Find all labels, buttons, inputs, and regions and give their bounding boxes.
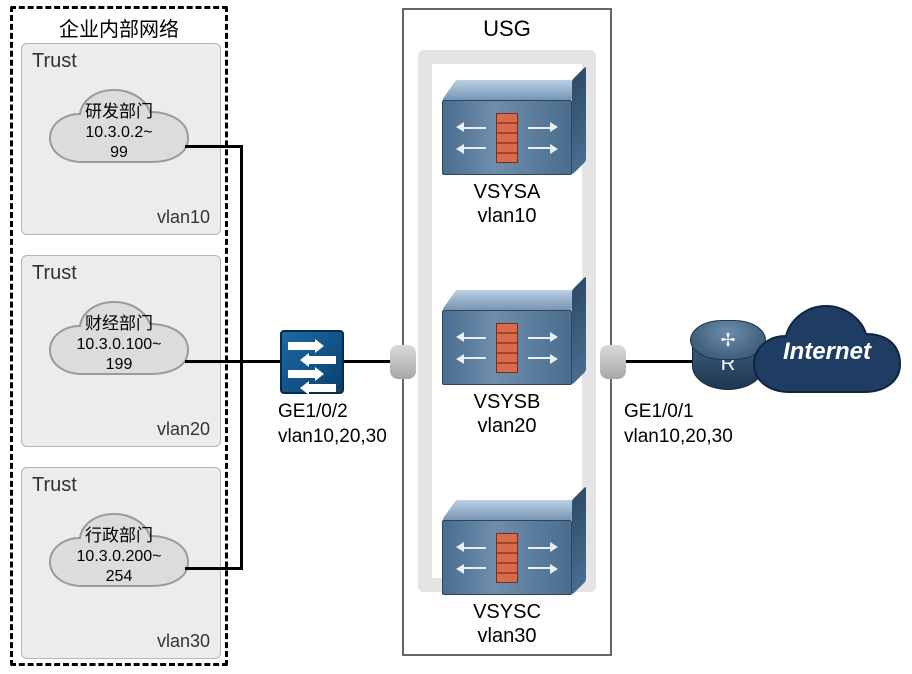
dept-cloud-text: 财经部门 10.3.0.100~ 199 [44, 313, 194, 374]
dept-cloud-rd: 研发部门 10.3.0.2~ 99 [44, 84, 194, 180]
vsys-vlan: vlan10 [474, 204, 541, 228]
trust-label: Trust [32, 474, 77, 497]
firewall-icon [442, 100, 572, 175]
switch-icon [280, 330, 344, 394]
dept-name: 行政部门 [44, 525, 194, 546]
usg-title: USG [404, 16, 610, 42]
dept-cloud-text: 研发部门 10.3.0.2~ 99 [44, 101, 194, 162]
dept-ip-range: 10.3.0.2~ 99 [44, 123, 194, 163]
vlan-label: vlan20 [157, 419, 210, 440]
switch-interface-label: GE1/0/2 vlan10,20,30 [278, 400, 387, 449]
vsys-a: VSYSA vlan10 [442, 80, 572, 175]
internet-label: Internet [748, 338, 906, 366]
vsys-b: VSYSB vlan20 [442, 290, 572, 385]
vlan-label: vlan30 [157, 631, 210, 652]
port-right-icon [600, 345, 626, 379]
trust-zone-admin: Trust 行政部门 10.3.0.200~ 254 vlan30 [21, 467, 221, 659]
trust-label: Trust [32, 50, 77, 73]
vsys-name: VSYSA [474, 180, 541, 204]
internal-network-title: 企业内部网络 [13, 13, 225, 42]
switch-vlans: vlan10,20,30 [278, 425, 387, 450]
link-segment [240, 145, 243, 362]
usg-backplane [418, 50, 596, 64]
vsys-label: VSYSC vlan30 [473, 600, 541, 648]
switch-interface: GE1/0/2 [278, 400, 387, 425]
port-left-icon [390, 345, 416, 379]
vsys-name: VSYSC [473, 600, 541, 624]
egress-vlans: vlan10,20,30 [624, 425, 733, 450]
dept-name: 财经部门 [44, 313, 194, 334]
dept-cloud-admin: 行政部门 10.3.0.200~ 254 [44, 508, 194, 604]
dept-cloud-fin: 财经部门 10.3.0.100~ 199 [44, 296, 194, 392]
link-segment [240, 360, 243, 570]
dept-ip-range: 10.3.0.200~ 254 [44, 547, 194, 587]
firewall-icon [442, 310, 572, 385]
vsys-vlan: vlan20 [474, 414, 541, 438]
vsys-vlan: vlan30 [473, 624, 541, 648]
dept-ip-range: 10.3.0.100~ 199 [44, 335, 194, 375]
vlan-label: vlan10 [157, 207, 210, 228]
vsys-label: VSYSA vlan10 [474, 180, 541, 228]
trust-zone-fin: Trust 财经部门 10.3.0.100~ 199 vlan20 [21, 255, 221, 447]
trust-zone-rd: Trust 研发部门 10.3.0.2~ 99 vlan10 [21, 43, 221, 235]
egress-interface: GE1/0/1 [624, 400, 733, 425]
usg-chassis: USG VSYSA vlan10 [402, 8, 612, 656]
switch-device [280, 330, 344, 394]
dept-name: 研发部门 [44, 101, 194, 122]
trust-label: Trust [32, 262, 77, 285]
vsys-name: VSYSB [474, 390, 541, 414]
link-segment [185, 567, 240, 570]
dept-cloud-text: 行政部门 10.3.0.200~ 254 [44, 525, 194, 586]
usg-backplane [418, 50, 432, 592]
firewall-icon [442, 520, 572, 595]
vsys-label: VSYSB vlan20 [474, 390, 541, 438]
vsys-c: VSYSC vlan30 [442, 500, 572, 595]
link-segment [185, 360, 281, 363]
egress-interface-label: GE1/0/1 vlan10,20,30 [624, 400, 733, 449]
internet-cloud: Internet [748, 300, 906, 410]
link-segment [185, 145, 240, 148]
